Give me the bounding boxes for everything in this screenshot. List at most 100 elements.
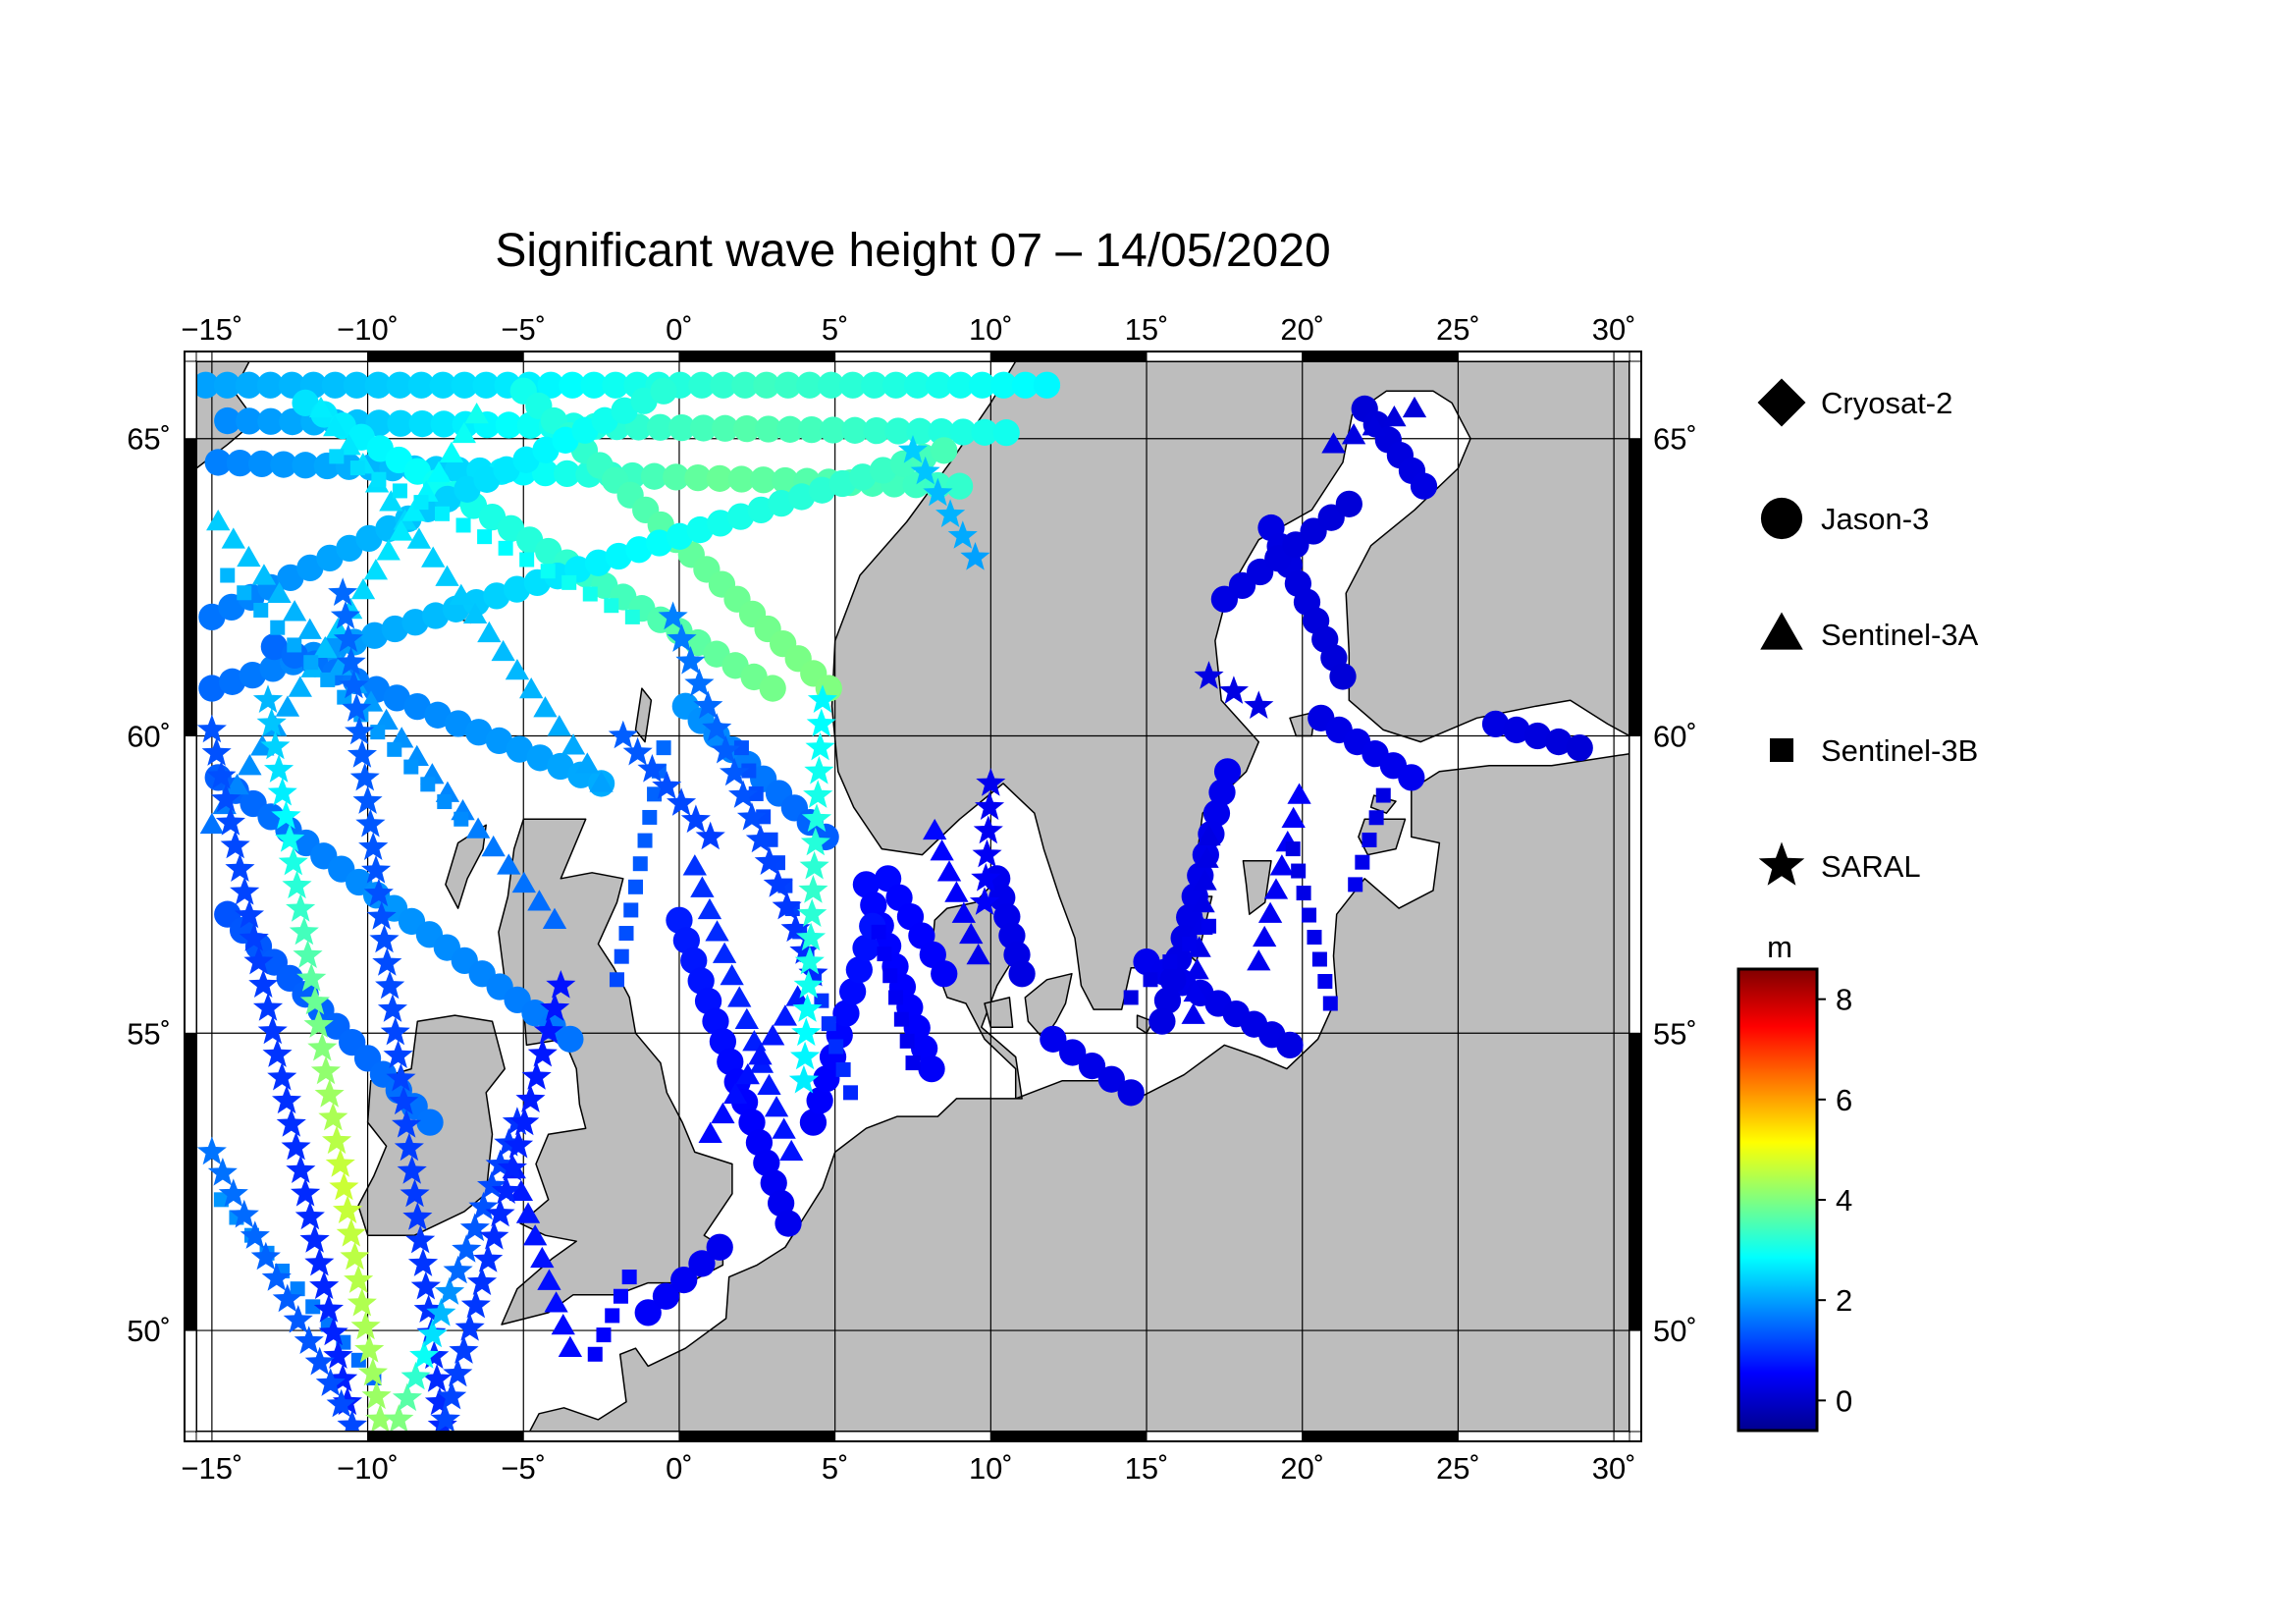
frame-segment-left xyxy=(184,360,197,440)
track-point xyxy=(1181,1002,1205,1024)
frame-segment-bottom xyxy=(1146,1431,1304,1442)
frame-segment-bottom xyxy=(195,1431,213,1442)
track-point xyxy=(381,615,408,643)
track-point xyxy=(400,1361,431,1390)
track-point xyxy=(796,922,827,951)
track-point xyxy=(882,968,898,984)
track-point xyxy=(403,759,419,775)
frame-segment-right xyxy=(1629,438,1642,736)
track-point xyxy=(828,1039,844,1055)
track-point xyxy=(333,623,363,653)
track-point xyxy=(806,708,836,737)
x-tick-label-bottom: −10˚ xyxy=(337,1451,399,1486)
track-point xyxy=(1263,878,1289,899)
track-jason-3 xyxy=(1040,1025,1145,1107)
legend-entry-cryosat-2: Cryosat-2 xyxy=(1757,378,1952,427)
track-point xyxy=(976,768,1006,796)
track-sentinel-3b xyxy=(329,449,640,624)
track-point xyxy=(1117,1079,1145,1107)
y-tick-label-right: 65˚ xyxy=(1653,422,1697,457)
track-point xyxy=(313,636,338,659)
track-point xyxy=(464,719,493,746)
track-point xyxy=(289,916,319,946)
track-point xyxy=(256,708,287,736)
track-point xyxy=(975,791,1005,820)
track-point xyxy=(281,1131,311,1161)
track-point xyxy=(1285,841,1301,857)
track-point xyxy=(1410,472,1438,500)
track-point xyxy=(508,1179,534,1202)
track-point xyxy=(791,1017,822,1047)
track-point xyxy=(1402,396,1427,418)
track-point xyxy=(1244,690,1274,719)
track-point xyxy=(1213,758,1242,785)
track-point xyxy=(375,970,405,1000)
track-point xyxy=(1218,676,1249,704)
track-point xyxy=(307,1032,338,1061)
track-point xyxy=(910,456,940,485)
land-funen xyxy=(984,997,1014,1028)
track-point xyxy=(259,655,287,682)
legend-entry-jason-3: Jason-3 xyxy=(1760,497,1929,540)
track-point xyxy=(215,807,245,836)
track-point xyxy=(789,936,820,964)
track-point xyxy=(750,466,777,494)
track-point xyxy=(387,741,402,757)
track-point xyxy=(776,415,804,443)
track-point xyxy=(304,1247,335,1276)
track-point xyxy=(260,633,288,661)
track-point xyxy=(753,1149,780,1176)
track-point xyxy=(805,731,835,761)
land-orkney-shetland xyxy=(634,687,653,743)
track-point xyxy=(559,371,586,399)
track-point xyxy=(797,898,828,927)
track-point xyxy=(1148,1007,1176,1035)
frame-segment-top xyxy=(1613,351,1630,362)
track-point xyxy=(288,676,312,697)
track-point xyxy=(675,646,706,675)
track-point xyxy=(424,701,452,729)
track-point xyxy=(275,824,305,852)
track-point xyxy=(642,809,658,825)
track-point xyxy=(370,725,386,740)
marker-legend: Cryosat-2 Jason-3 Sentinel-3A Sentinel-3B SA… xyxy=(1757,378,1979,886)
track-point xyxy=(531,459,560,487)
track-point xyxy=(930,839,954,861)
track-point xyxy=(350,1311,381,1340)
track-point xyxy=(695,821,725,850)
track-point xyxy=(888,990,904,1005)
track-point xyxy=(821,1016,836,1032)
frame-segment-top xyxy=(989,351,1148,362)
track-point xyxy=(663,463,690,491)
track-point xyxy=(727,986,752,1007)
track-point xyxy=(794,946,825,975)
track-point xyxy=(931,960,958,988)
track-point xyxy=(250,1241,281,1271)
track-point xyxy=(798,957,828,987)
track-point xyxy=(869,457,897,484)
track-point xyxy=(893,1011,909,1027)
track-point xyxy=(748,785,764,801)
track-point xyxy=(735,1062,760,1085)
track-point xyxy=(1143,972,1158,988)
colorbar-tick-label: 6 xyxy=(1836,1083,1852,1117)
track-point xyxy=(221,527,245,549)
track-point xyxy=(392,1382,422,1412)
x-tick-label-bottom: 10˚ xyxy=(969,1451,1013,1486)
track-point xyxy=(389,519,413,541)
track-jason-3 xyxy=(198,377,677,631)
track-point xyxy=(667,413,696,442)
track-point xyxy=(733,740,749,756)
track-point xyxy=(542,907,567,929)
track-point xyxy=(519,677,544,699)
track-point xyxy=(772,1117,796,1139)
track-point xyxy=(1287,783,1311,804)
track-point xyxy=(835,1061,851,1077)
frame-segment-top xyxy=(522,351,680,362)
track-sentinel-3a xyxy=(923,818,990,965)
track-point xyxy=(201,737,232,766)
track-point xyxy=(363,559,389,580)
track-point xyxy=(1311,951,1327,967)
x-tick-label-top: −10˚ xyxy=(337,312,399,347)
